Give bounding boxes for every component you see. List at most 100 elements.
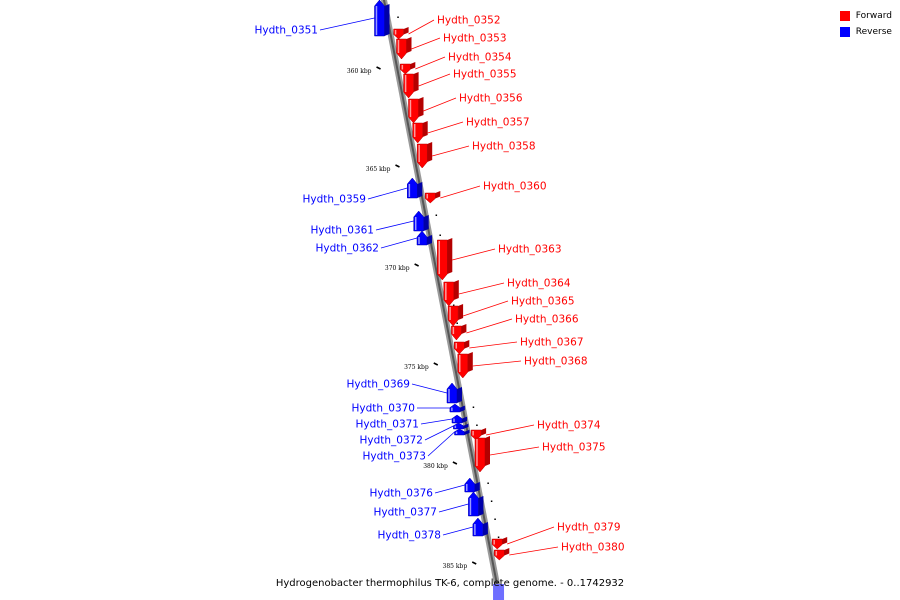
gene-arrow-hydth-0377-side [478, 496, 484, 516]
gene-arrow-hydth-0362-leader [380, 237, 418, 249]
major-tick [414, 263, 419, 267]
gene-arrow-hydth-0365-leader [462, 300, 509, 317]
legend-item-forward: Forward [839, 8, 892, 24]
major-tick [452, 461, 458, 465]
gene-arrow-hydth-0377-leader [438, 503, 469, 513]
minor-tick [435, 214, 438, 216]
minor-tick [397, 16, 399, 18]
gene-label-hydth-0361: Hydth_0361 [310, 225, 374, 237]
gene-arrow-hydth-0368-side [467, 352, 473, 372]
gene-arrow-hydth-0354-side [410, 62, 416, 70]
tick-label: 365 kbp [366, 166, 391, 173]
gene-arrow-hydth-0366-leader [466, 318, 513, 334]
gene-arrow-hydth-0368-leader [472, 360, 522, 367]
genome-caption: Hydrogenobacter thermophilus TK-6, compl… [275, 578, 625, 589]
minor-tick [452, 304, 455, 306]
gene-arrow-hydth-0376-side [474, 482, 480, 492]
tick-label: 370 kbp [385, 265, 410, 272]
gene-arrow-hydth-0361-leader [375, 220, 414, 231]
gene-label-hydth-0365: Hydth_0365 [511, 296, 575, 308]
legend-label-forward: Forward [855, 11, 892, 21]
gene-arrow-hydth-0366-side [461, 324, 467, 334]
gene-label-hydth-0353: Hydth_0353 [443, 33, 507, 45]
gene-label-hydth-0369: Hydth_0369 [346, 379, 410, 391]
gene-arrow-hydth-0375-leader [489, 446, 540, 456]
gene-label-hydth-0363: Hydth_0363 [498, 244, 562, 256]
gene-arrow-hydth-0354-leader [415, 56, 446, 70]
gene-arrow-hydth-0358-leader [432, 145, 470, 157]
gene-label-hydth-0362: Hydth_0362 [315, 243, 379, 255]
gene-label-hydth-0377: Hydth_0377 [373, 507, 437, 519]
gene-arrow-hydth-0353-side [406, 37, 412, 53]
gene-arrow-hydth-0370-side [459, 405, 465, 412]
minor-tick [456, 322, 458, 324]
gene-arrow-hydth-0359-leader [367, 187, 408, 200]
gene-arrow-hydth-0355-leader [418, 73, 451, 87]
gene-label-hydth-0364: Hydth_0364 [507, 278, 571, 290]
gene-arrow-hydth-0367-leader [469, 341, 518, 349]
gene-arrow-hydth-0379-leader [507, 526, 555, 545]
legend: Forward Reverse [839, 8, 892, 40]
minor-tick [490, 500, 493, 502]
major-tick [471, 561, 477, 565]
tick-label: 380 kbp [423, 463, 448, 470]
gene-label-hydth-0367: Hydth_0367 [520, 337, 584, 349]
gene-arrow-hydth-0371-side [462, 416, 467, 423]
gene-arrow-hydth-0371-leader [420, 418, 453, 425]
major-tick [433, 362, 439, 366]
tick-label: 375 kbp [404, 364, 429, 371]
gene-arrow-hydth-0367-side [464, 340, 470, 349]
gene-arrow-hydth-0372-side [463, 423, 469, 429]
gene-arrow-hydth-0363-leader [452, 248, 496, 261]
tick-label: 385 kbp [443, 563, 468, 570]
gene-arrow-hydth-0379-side [502, 537, 508, 545]
gene-label-hydth-0375: Hydth_0375 [542, 442, 606, 454]
gene-label-hydth-0376: Hydth_0376 [369, 488, 433, 500]
gene-arrow-hydth-0378-side [482, 522, 488, 536]
gene-arrow-hydth-0356-leader [423, 97, 457, 112]
legend-item-reverse: Reverse [839, 24, 892, 40]
gene-arrow-hydth-0355-side [413, 72, 419, 92]
legend-label-reverse: Reverse [855, 27, 892, 37]
gene-label-hydth-0374: Hydth_0374 [537, 420, 601, 432]
gene-arrow-hydth-0372-leader [424, 425, 454, 441]
gene-label-hydth-0378: Hydth_0378 [377, 530, 441, 542]
gene-arrow-hydth-0357-leader [427, 121, 464, 134]
gene-arrow-hydth-0363-side [447, 238, 453, 274]
gene-label-hydth-0366: Hydth_0366 [515, 314, 579, 326]
minor-tick [487, 482, 489, 484]
gene-arrow-hydth-0369-side [457, 387, 462, 403]
gene-arrow-hydth-0356-side [418, 97, 424, 117]
gene-arrow-hydth-0373-leader [427, 431, 455, 457]
gene-arrow-hydth-0360-side [435, 191, 441, 199]
gene-arrow-hydth-0362-side [427, 235, 432, 245]
minor-tick [472, 406, 475, 408]
gene-label-hydth-0379: Hydth_0379 [557, 522, 621, 534]
minor-tick [439, 234, 441, 236]
gene-arrow-hydth-0360-leader [440, 185, 481, 199]
gene-arrow-hydth-0352-leader [408, 19, 435, 35]
gene-arrow-hydth-0375-side [485, 436, 490, 466]
minor-tick [476, 424, 478, 426]
forward-color-swatch [839, 11, 850, 21]
major-tick [376, 66, 381, 70]
gene-label-hydth-0372: Hydth_0372 [359, 435, 423, 447]
gene-arrow-hydth-0380-side [504, 548, 510, 556]
gene-label-hydth-0351: Hydth_0351 [254, 25, 318, 37]
gene-label-hydth-0354: Hydth_0354 [448, 52, 512, 64]
minor-tick [494, 518, 496, 520]
gene-label-hydth-0380: Hydth_0380 [561, 542, 625, 554]
gene-arrow-hydth-0357-side [422, 121, 428, 137]
reverse-color-swatch [839, 27, 850, 37]
tick-label: 360 kbp [347, 68, 372, 75]
gene-label-hydth-0371: Hydth_0371 [355, 419, 419, 431]
gene-arrow-hydth-0358-side [427, 142, 433, 162]
gene-label-hydth-0356: Hydth_0356 [459, 93, 523, 105]
minor-tick [497, 536, 500, 538]
gene-label-hydth-0352: Hydth_0352 [437, 15, 501, 27]
gene-arrow-hydth-0352-side [403, 27, 409, 35]
gene-arrow-hydth-0365-side [458, 304, 464, 320]
gene-arrow-partial-bottom [493, 584, 505, 600]
